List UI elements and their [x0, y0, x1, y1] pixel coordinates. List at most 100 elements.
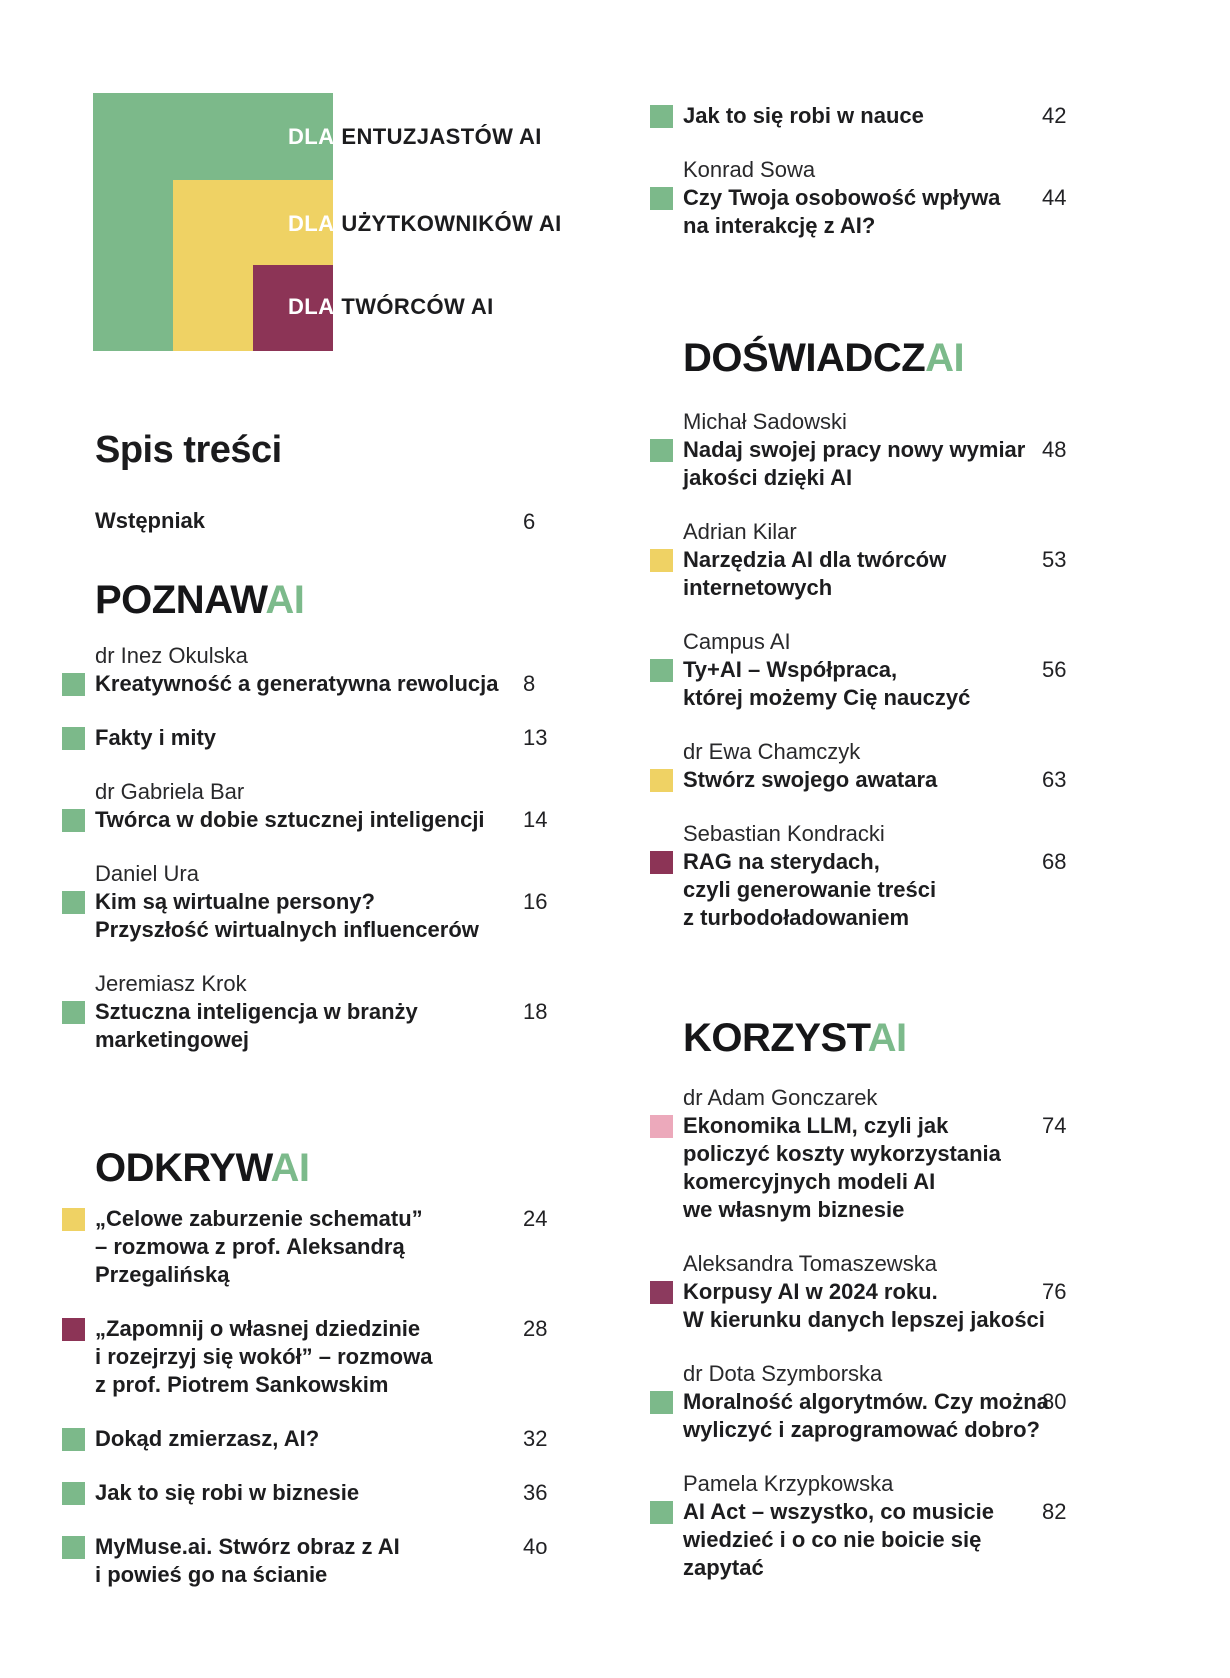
section-heading-black: ODKRYW — [95, 1146, 271, 1190]
entry-row: Kreatywność a generatywna rewolucja 8 — [62, 670, 622, 698]
entry-row: Twórca w dobie sztucznej inteligencji 14 — [62, 806, 622, 834]
entry-page-number: 74 — [1042, 1113, 1067, 1138]
entry-page-number: 80 — [1042, 1389, 1067, 1414]
entry-bullet-swatch — [650, 1501, 673, 1524]
entry-row: Kim są wirtualne persony? Przyszłość wir… — [62, 888, 622, 944]
toc-entry: Jak to się robi w biznesie 36 — [62, 1479, 622, 1507]
entry-page-number: 63 — [1042, 767, 1067, 792]
entry-row: Ekonomika LLM, czyli jak policzyć koszty… — [650, 1112, 1210, 1224]
section-heading-black: POZNAW — [95, 578, 266, 622]
entry-row: Ty+AI – Współpraca, której możemy Cię na… — [650, 656, 1210, 712]
toc-entry: Fakty i mity 13 — [62, 724, 622, 752]
toc-entry: MyMuse.ai. Stwórz obraz z AI i powieś go… — [62, 1533, 622, 1589]
toc-column-right: Jak to się robi w nauce 42 Konrad Sowa C… — [650, 102, 1210, 1608]
entry-title: Dokąd zmierzasz, AI? — [95, 1426, 320, 1451]
entry-title: Kim są wirtualne persony? Przyszłość wir… — [95, 889, 479, 942]
entry-author: Michał Sadowski — [683, 409, 847, 434]
entry-page-number: 68 — [1042, 849, 1067, 874]
toc-entry: dr Ewa Chamczyk Stwórz swojego awatara 6… — [650, 738, 1210, 794]
entry-author: Jeremiasz Krok — [95, 971, 247, 996]
entry-row: Korpusy AI w 2024 roku. W kierunku danyc… — [650, 1278, 1210, 1334]
entry-bullet-swatch — [650, 659, 673, 682]
entry-bullet-swatch — [650, 1391, 673, 1414]
toc-entry: Pamela Krzypkowska AI Act – wszystko, co… — [650, 1470, 1210, 1582]
toc-entry: dr Adam Gonczarek Ekonomika LLM, czyli j… — [650, 1084, 1210, 1224]
toc-entry: Daniel Ura Kim są wirtualne persony? Prz… — [62, 860, 622, 944]
entry-page-number: 53 — [1042, 547, 1067, 572]
entry-bullet-swatch — [650, 439, 673, 462]
entry-bullet-swatch — [62, 1208, 85, 1231]
entry-bullet-swatch — [62, 1428, 85, 1451]
entry-title: MyMuse.ai. Stwórz obraz z AI i powieś go… — [95, 1534, 400, 1587]
entry-title: Sztuczna inteligencja w branży marketing… — [95, 999, 418, 1052]
entry-bullet-swatch — [62, 1536, 85, 1559]
toc-column-left: Spis treści Wstępniak 6 POZNAWAI dr Inez… — [62, 430, 622, 1615]
page-title: Spis treści — [95, 429, 282, 471]
audience-legend: DLA ENTUZJASTÓW AI DLA UŻYTKOWNIKÓW AI DLA… — [93, 93, 561, 351]
toc-entry: Dokąd zmierzasz, AI? 32 — [62, 1425, 622, 1453]
section-heading-ai-accent: AI — [270, 1146, 311, 1190]
entry-bullet-swatch — [62, 1001, 85, 1024]
entry-bullet-swatch — [650, 105, 673, 128]
entry-row: Stwórz swojego awatara 63 — [650, 766, 1210, 794]
entry-page-number: 56 — [1042, 657, 1067, 682]
legend-dla-text: DLA — [288, 124, 335, 149]
section-heading-poznawai: POZNAWAI — [62, 580, 622, 620]
entry-title: Ty+AI – Współpraca, której możemy Cię na… — [683, 657, 971, 710]
toc-entry: Jeremiasz Krok Sztuczna inteligencja w b… — [62, 970, 622, 1054]
entry-bullet-swatch — [62, 673, 85, 696]
entry-title: RAG na sterydach, czyli generowanie treś… — [683, 849, 937, 930]
entry-page-number: 76 — [1042, 1279, 1067, 1304]
entry-bullet-swatch — [650, 549, 673, 572]
entry-bullet-swatch — [650, 1115, 673, 1138]
entry-author: Adrian Kilar — [683, 519, 797, 544]
entry-title: „Zapomnij o własnej dziedzinie i rozejrz… — [95, 1316, 433, 1397]
legend-label-text: TWÓRCÓW AI — [341, 294, 494, 319]
legend-label-creators: DLA TWÓRCÓW AI — [288, 294, 494, 320]
entry-row: Czy Twoja osobowość wpływa na interakcję… — [650, 184, 1210, 240]
entry-row: Narzędzia AI dla twórców internetowych 5… — [650, 546, 1210, 602]
toc-entry: Adrian Kilar Narzędzia AI dla twórców in… — [650, 518, 1210, 602]
section-heading-ai-accent: AI — [867, 1016, 908, 1060]
entry-author: dr Ewa Chamczyk — [683, 739, 861, 764]
entry-title: Ekonomika LLM, czyli jak policzyć koszty… — [683, 1113, 1001, 1222]
entry-title: Czy Twoja osobowość wpływa na interakcję… — [683, 185, 1001, 238]
section-heading-ai-accent: AI — [925, 336, 965, 380]
entry-bullet-swatch — [650, 187, 673, 210]
entry-row: Sztuczna inteligencja w branży marketing… — [62, 998, 622, 1054]
entry-author: Daniel Ura — [95, 861, 199, 886]
entry-title: „Celowe zaburzenie schematu” – rozmowa z… — [95, 1206, 423, 1287]
entry-author: dr Adam Gonczarek — [683, 1085, 878, 1110]
legend-square-creators — [253, 265, 333, 351]
entry-bullet-swatch — [650, 1281, 673, 1304]
section-heading-black: KORZYST — [683, 1016, 868, 1060]
entry-author: Pamela Krzypkowska — [683, 1471, 894, 1496]
entry-title: Moralność algorytmów. Czy można wyliczyć… — [683, 1389, 1049, 1442]
entry-title: Fakty i mity — [95, 725, 217, 750]
entry-title: Twórca w dobie sztucznej inteligencji — [95, 807, 485, 832]
entry-page-number: 6 — [523, 509, 536, 534]
entry-page-number: 82 — [1042, 1499, 1067, 1524]
entry-title: Kreatywność a generatywna rewolucja — [95, 671, 499, 696]
toc-entry: dr Dota Szymborska Moralność algorytmów.… — [650, 1360, 1210, 1444]
entry-page-number: 13 — [523, 725, 548, 750]
section-heading-ai-accent: AI — [265, 578, 305, 622]
toc-entry: „Celowe zaburzenie schematu” – rozmowa z… — [62, 1205, 622, 1289]
entry-page-number: 42 — [1042, 103, 1067, 128]
entry-page-number: 18 — [523, 999, 548, 1024]
entry-title: Nadaj swojej pracy nowy wymiar jakości d… — [683, 437, 1026, 490]
entry-title: Wstępniak — [95, 508, 206, 533]
toc-entry: Campus AI Ty+AI – Współpraca, której moż… — [650, 628, 1210, 712]
entry-row: Nadaj swojej pracy nowy wymiar jakości d… — [650, 436, 1210, 492]
entry-page-number: 24 — [523, 1206, 548, 1231]
toc-entry: Michał Sadowski Nadaj swojej pracy nowy … — [650, 408, 1210, 492]
entry-page-number: 28 — [523, 1316, 548, 1341]
entry-page-number: 32 — [523, 1426, 548, 1451]
entry-bullet-swatch — [62, 1482, 85, 1505]
entry-row: MyMuse.ai. Stwórz obraz z AI i powieś go… — [62, 1533, 622, 1589]
legend-label-enthusiasts: DLA ENTUZJASTÓW AI — [288, 124, 542, 150]
toc-entry: Aleksandra Tomaszewska Korpusy AI w 2024… — [650, 1250, 1210, 1334]
entry-row: „Celowe zaburzenie schematu” – rozmowa z… — [62, 1205, 622, 1289]
toc-entry-wstepniak: Wstępniak 6 — [62, 508, 622, 534]
